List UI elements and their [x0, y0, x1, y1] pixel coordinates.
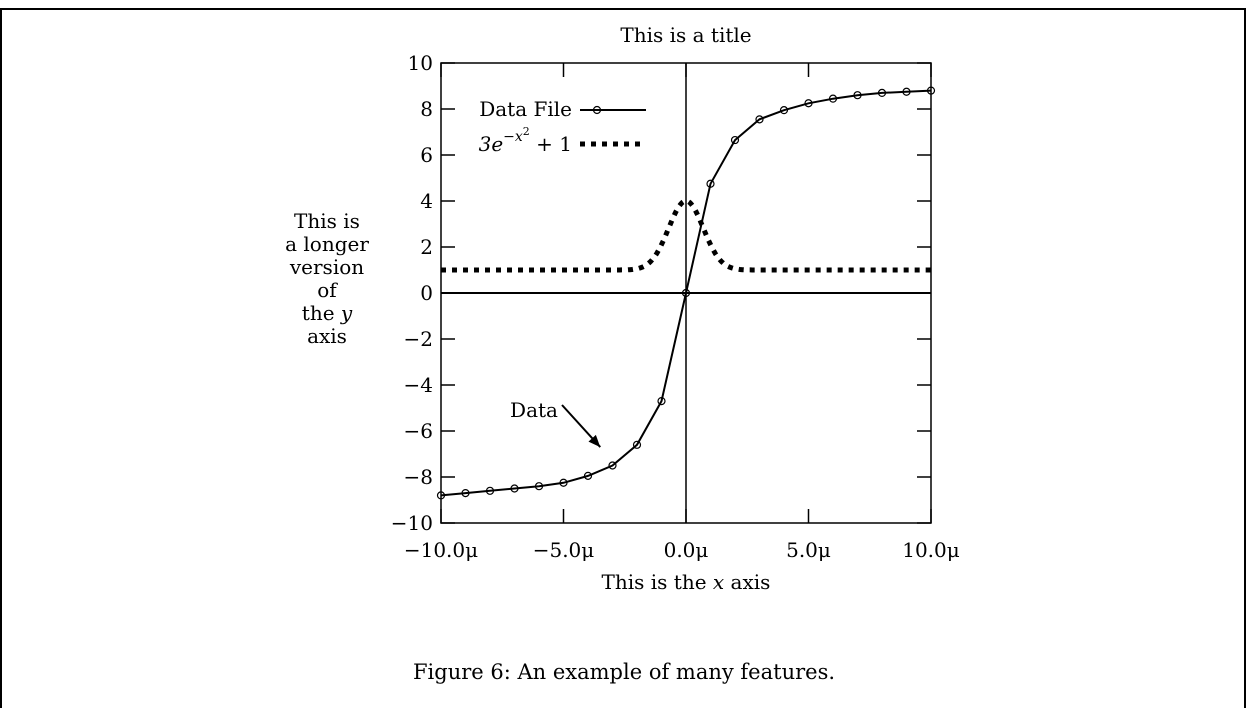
x-ticks: −10.0μ −5.0μ 0.0μ 5.0μ 10.0μ [404, 63, 960, 562]
figure-frame [0, 8, 1246, 708]
legend-label-gaussian-sup-exp: 2 [523, 125, 530, 138]
data-point [436, 491, 446, 500]
data-point [461, 489, 470, 498]
legend-label-gaussian-sup-x: x [515, 129, 523, 145]
legend-label-gaussian-base: 3e [479, 132, 504, 156]
y-axis-title-line5: the y [262, 302, 392, 325]
y-tick-label: −8 [404, 465, 433, 489]
x-axis-title-var: x [713, 570, 724, 594]
y-tick-label: 4 [420, 189, 433, 213]
y-axis-title-line5-text: the [301, 301, 341, 325]
series-gaussian [441, 198, 931, 273]
y-axis-title: This is a longer version of the y axis [262, 210, 392, 348]
x-axis-title-part3: axis [724, 570, 770, 594]
legend-label-gaussian-sup-minus: − [503, 129, 515, 145]
data-point [510, 484, 519, 493]
y-tick-label: 0 [420, 281, 433, 305]
annotation-arrow-head [588, 434, 601, 448]
x-tick-label: 5.0μ [786, 538, 831, 562]
y-axis-title-line6: axis [307, 324, 347, 348]
figure-caption: Figure 6: An example of many features. [412, 660, 836, 684]
y-tick-label: −2 [404, 327, 433, 351]
data-point [804, 99, 813, 108]
data-point [583, 471, 593, 480]
data-point [559, 478, 568, 487]
data-point [632, 440, 642, 449]
y-tick-label: 10 [408, 51, 433, 75]
x-axis-title: This is the x axis [602, 570, 771, 594]
data-point [534, 482, 544, 491]
annotation-data-label: Data [510, 398, 558, 422]
y-axis-title-line3: version [289, 255, 365, 279]
data-point [926, 86, 936, 95]
annotation-data: Data [510, 398, 601, 448]
chart-title: This is a title [620, 23, 751, 47]
series-data-file [436, 86, 936, 500]
y-axis-title-line1: This is [294, 209, 360, 233]
legend-marker-data-file [592, 105, 602, 115]
y-tick-label: −4 [404, 373, 433, 397]
y-tick-label: −6 [404, 419, 433, 443]
x-tick-label: 10.0μ [902, 538, 960, 562]
y-tick-label: 8 [420, 97, 433, 121]
x-tick-label: −10.0μ [404, 538, 478, 562]
data-point [657, 397, 666, 406]
legend-label-gaussian: 3e−x2 + 1 [479, 125, 572, 156]
legend-label-gaussian-tail: + 1 [530, 132, 572, 156]
y-axis-title-line4: of [317, 278, 337, 302]
data-point [608, 461, 617, 470]
data-point [853, 91, 862, 100]
x-axis-title-part1: This is the [602, 570, 713, 594]
series-data-file-line [440, 89, 932, 497]
y-tick-label: −10 [391, 511, 433, 535]
y-axis-title-line2: a longer [285, 232, 369, 256]
y-tick-label: 6 [420, 143, 433, 167]
data-point [485, 486, 495, 495]
legend: Data File 3e−x2 + 1 [479, 97, 646, 156]
legend-label-data-file: Data File [479, 97, 572, 121]
data-point [706, 179, 715, 188]
data-point [730, 135, 740, 145]
x-tick-label: 0.0μ [664, 538, 709, 562]
data-point [828, 94, 838, 103]
y-axis-title-var: y [340, 301, 353, 325]
data-point [779, 106, 789, 115]
data-point [877, 88, 887, 98]
x-tick-label: −5.0μ [533, 538, 595, 562]
y-tick-label: 2 [420, 235, 433, 259]
data-point [755, 115, 764, 124]
series-gaussian-line [441, 198, 931, 273]
data-point [902, 87, 911, 96]
data-point [681, 288, 691, 298]
